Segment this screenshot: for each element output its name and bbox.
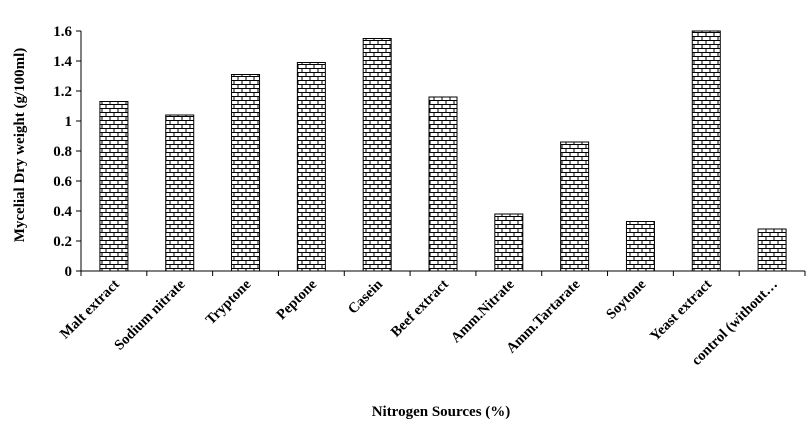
y-tick-label: 0.2 (53, 234, 72, 250)
bar-sodium-nitrate (165, 114, 195, 272)
x-tick-label: Yeast extract (647, 276, 715, 344)
x-tick-label: Peptone (274, 276, 321, 323)
x-tick-label: Soytone (603, 276, 649, 322)
x-tick-label: Malt extract (57, 276, 123, 342)
x-tick-label: Casein (345, 277, 386, 318)
y-tick-label: 0.6 (53, 174, 72, 190)
x-tick-label: Sodium nitrate (111, 276, 189, 354)
y-axis-title: Mycelial Dry weight (g/100ml) (12, 48, 28, 243)
y-axis-ticks: 0 0.2 0.4 0.6 0.8 1 1.2 1.4 1.6 (53, 24, 81, 280)
x-tick-label: Tryptone (203, 276, 255, 328)
bar-amm-tartarate (560, 141, 590, 272)
y-tick-label: 1.6 (53, 24, 72, 40)
bar-beef-extract (428, 96, 458, 272)
y-tick-label: 0.8 (53, 144, 72, 160)
y-tick-label: 1.4 (53, 54, 72, 70)
y-tick-label: 1 (65, 114, 73, 130)
bar-soytone (625, 221, 655, 272)
bar-casein (362, 38, 392, 272)
y-tick-label: 1.2 (53, 84, 72, 100)
bar-malt-extract (99, 101, 129, 272)
x-tick-label: Amm.Nitrate (448, 276, 518, 346)
bar-yeast-extract (691, 30, 721, 272)
x-tick-label: Beef extract (388, 276, 452, 340)
x-axis-title: Nitrogen Sources (%) (372, 404, 511, 420)
bar-control-without (757, 228, 787, 272)
bar-amm-nitrate (494, 213, 524, 272)
y-tick-label: 0 (65, 264, 73, 280)
bar-peptone (296, 62, 326, 272)
bar-tryptone (231, 74, 261, 272)
bars-group (99, 30, 787, 272)
y-tick-label: 0.4 (53, 204, 72, 220)
